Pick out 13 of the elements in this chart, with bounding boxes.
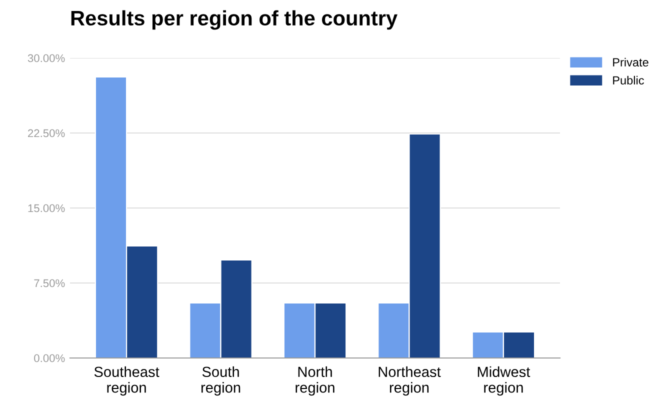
y-tick-label: 0.00% [34,354,65,362]
x-tick-label: Northeast region [378,366,441,396]
x-tick-label: Midwest region [478,366,530,396]
y-tick-label: 22.50% [28,129,65,138]
legend-label: Public [613,76,644,85]
x-tick-label: North region [296,366,334,396]
x-tick-label: Southeast region [94,366,160,396]
x-tick-label: South region [201,366,240,396]
legend-label: Private [613,58,648,67]
y-tick-label: 15.00% [28,204,65,212]
chart-title: Results per region of the country [71,10,398,30]
y-tick-label: 7.50% [34,279,65,288]
y-tick-label: 30.00% [28,54,65,62]
